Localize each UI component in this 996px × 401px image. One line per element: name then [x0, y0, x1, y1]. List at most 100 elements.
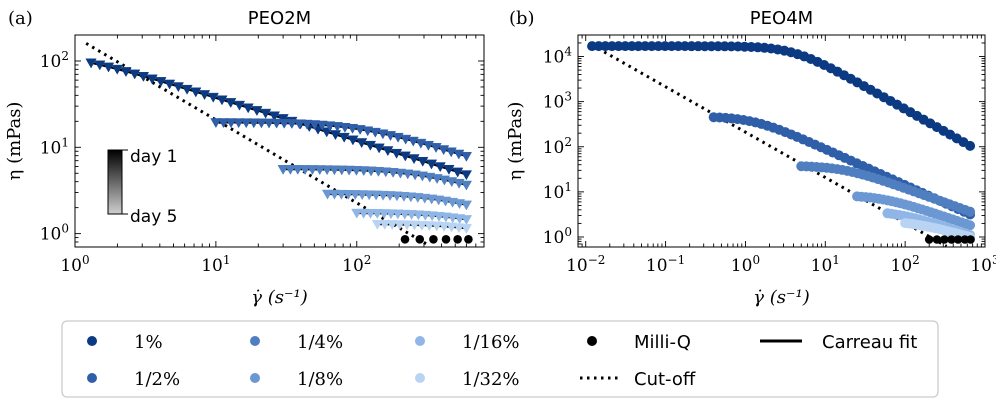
data-point	[217, 118, 230, 129]
x-tick-label: 100	[60, 253, 89, 276]
panel-label: (b)	[509, 8, 535, 29]
legend-label: Milli-Q	[634, 332, 691, 353]
data-point	[338, 132, 350, 143]
data-point	[129, 69, 141, 80]
data-point	[393, 220, 406, 231]
legend-marker	[415, 373, 425, 383]
data-point	[947, 235, 956, 244]
data-point	[373, 143, 385, 154]
y-tick-label: 100	[40, 222, 69, 245]
data-point	[452, 167, 464, 178]
data-point	[363, 190, 375, 201]
data-point	[966, 235, 975, 244]
data-point	[415, 234, 425, 244]
legend-label: 1%	[134, 332, 163, 353]
series-1-16-	[351, 208, 473, 226]
colorbar-top-label: day 1	[130, 147, 178, 167]
data-point	[358, 166, 370, 177]
series-Milli-Q	[924, 235, 975, 244]
data-point	[146, 74, 158, 85]
data-point	[242, 103, 254, 114]
data-point	[286, 119, 298, 130]
data-point	[965, 220, 976, 231]
data-point	[225, 118, 237, 129]
data-point	[351, 208, 363, 219]
data-point	[460, 180, 473, 191]
data-point	[293, 119, 306, 130]
data-point	[356, 138, 368, 149]
data-point	[336, 165, 348, 176]
data-point	[965, 140, 976, 151]
panel-title: PEO2M	[248, 8, 311, 29]
legend-entry-1-: 1%	[87, 332, 163, 353]
plot-area	[85, 42, 473, 247]
series-1-4-	[796, 161, 976, 217]
data-point	[316, 120, 328, 131]
data-point	[464, 234, 473, 244]
inset-colorbar: day 1 day 5	[107, 147, 178, 227]
legend-marker	[250, 336, 260, 346]
data-point	[382, 146, 394, 157]
data-point	[932, 235, 942, 244]
x-axis-label: γ̇ (s⁻¹)	[251, 287, 307, 308]
data-point	[408, 220, 421, 231]
x-tick-label: 102	[342, 253, 371, 276]
data-point	[460, 215, 473, 226]
data-point	[198, 90, 211, 101]
data-point	[365, 166, 377, 177]
y-tick-label: 103	[543, 90, 572, 113]
data-point	[321, 165, 333, 176]
data-point	[163, 79, 176, 90]
data-point	[386, 220, 398, 231]
legend-label: Cut-off	[634, 369, 696, 390]
data-point	[402, 169, 414, 180]
data-point	[299, 165, 311, 175]
data-point	[225, 98, 237, 109]
data-point	[308, 120, 321, 131]
data-point	[324, 121, 336, 132]
data-point	[314, 165, 326, 176]
legend-marker	[87, 336, 97, 346]
data-point	[94, 60, 106, 71]
data-point	[251, 106, 263, 117]
legend-entry-1-8-: 1/8%	[250, 369, 343, 390]
x-tick-label: 10−2	[566, 253, 605, 276]
colorbar	[107, 149, 123, 215]
data-point	[460, 224, 473, 234]
x-tick-label: 10−1	[646, 253, 685, 276]
data-point	[438, 222, 450, 232]
data-point	[301, 119, 313, 130]
legend-marker	[87, 373, 97, 383]
data-point	[342, 189, 354, 200]
series-1-	[587, 41, 976, 151]
data-point	[350, 165, 363, 176]
data-point	[429, 234, 438, 244]
data-point	[364, 208, 377, 219]
y-tick-label: 101	[40, 135, 69, 158]
data-point	[387, 168, 399, 178]
data-point	[443, 164, 455, 175]
panel-title: PEO4M	[750, 8, 813, 29]
y-tick-label: 102	[543, 135, 572, 158]
data-point	[102, 62, 115, 73]
data-point	[120, 67, 132, 78]
data-point	[329, 130, 342, 141]
data-point	[255, 118, 268, 129]
series-1-2-	[210, 118, 473, 162]
legend-entry-Cut-off: Cut-off	[580, 369, 696, 390]
legend-entry-1-16-: 1/16%	[415, 332, 520, 353]
ticks	[74, 34, 485, 248]
colorbar-bottom-label: day 5	[130, 207, 178, 227]
data-point	[357, 208, 370, 219]
data-point	[349, 190, 361, 200]
x-tick-label: 101	[811, 253, 840, 276]
panel-label: (a)	[8, 8, 33, 29]
legend-marker	[415, 336, 425, 346]
data-point	[372, 166, 385, 177]
data-point	[441, 234, 451, 244]
data-point	[356, 190, 368, 201]
data-point	[416, 220, 428, 231]
y-tick-label: 101	[543, 180, 572, 203]
data-point	[321, 189, 334, 200]
data-point	[940, 235, 949, 244]
